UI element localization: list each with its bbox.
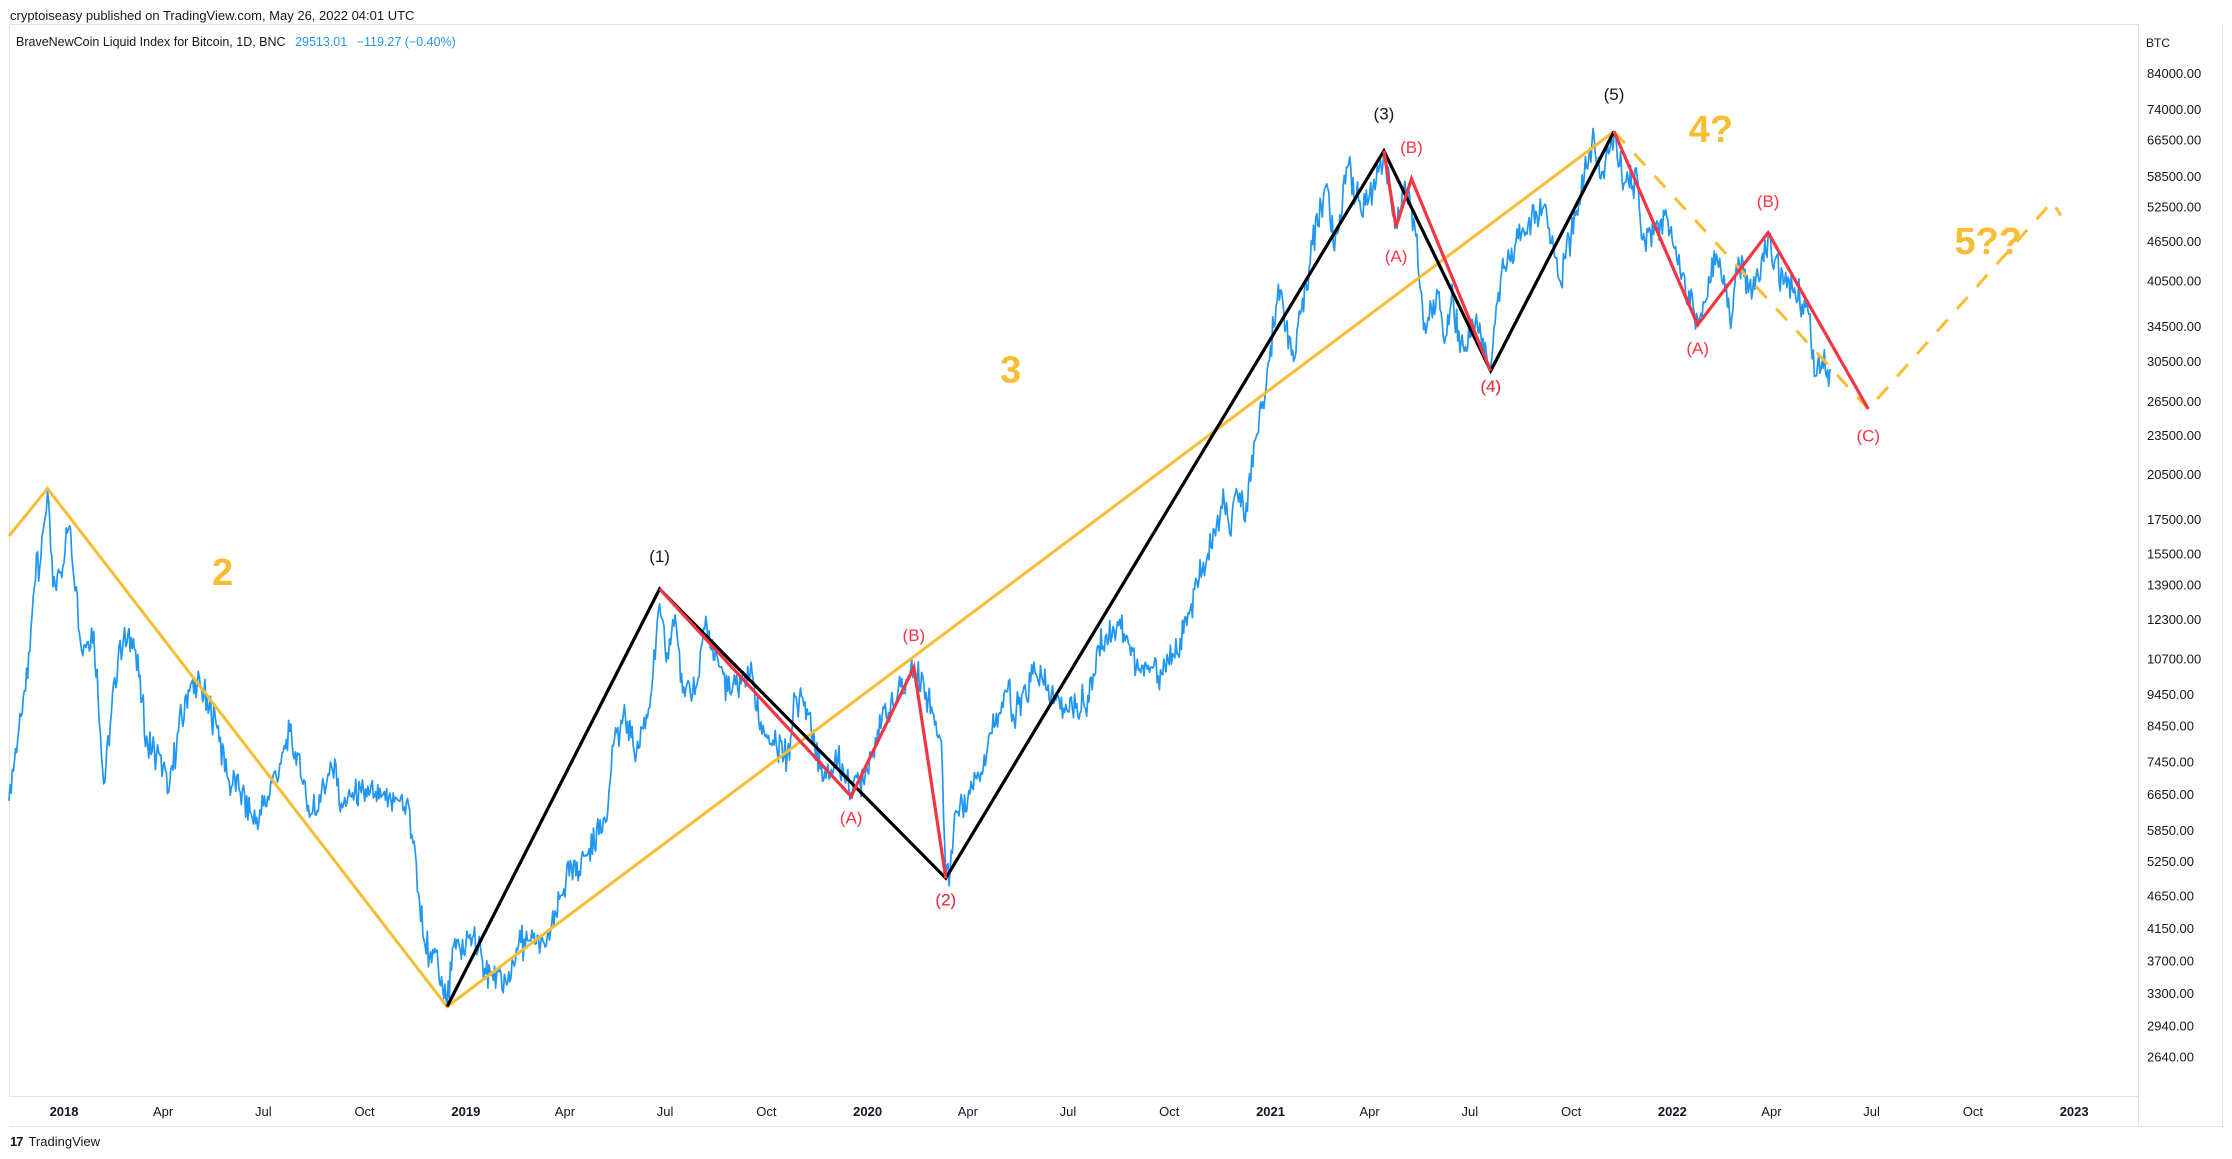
price-tick-label: 12300.00 (2147, 612, 2201, 627)
price-tick-label: 66500.00 (2147, 132, 2201, 147)
wave-label[interactable]: (A) (1385, 247, 1408, 266)
time-tick-label: Apr (555, 1104, 576, 1119)
time-tick-label: Oct (1159, 1104, 1180, 1119)
time-tick-label: Apr (153, 1104, 174, 1119)
price-tick-label: 2640.00 (2147, 1049, 2194, 1064)
price-tick-label: 2940.00 (2147, 1019, 2194, 1034)
time-scale[interactable]: 2018 Apr Jul Oct 2019 Apr Jul Oct 2020 Apr Jul Oct 2… (50, 1104, 2089, 1119)
time-tick-label: Oct (1963, 1104, 1984, 1119)
time-tick-label: Oct (1561, 1104, 1582, 1119)
price-tick-label: 8450.00 (2147, 719, 2194, 734)
price-tick-label: 30500.00 (2147, 354, 2201, 369)
published-info: cryptoiseasy published on TradingView.co… (10, 8, 415, 23)
wave-label[interactable]: (B) (1757, 192, 1780, 211)
red-correction-line[interactable] (1382, 150, 1493, 372)
price-tick-label: 20500.00 (2147, 467, 2201, 482)
time-tick-label: 2020 (853, 1104, 882, 1119)
time-tick-label: Jul (657, 1104, 674, 1119)
wave-label[interactable]: (5) (1604, 85, 1625, 104)
time-tick-label: Jul (1863, 1104, 1880, 1119)
price-tick-label: 52500.00 (2147, 200, 2201, 215)
tradingview-brand[interactable]: 17 TradingView (10, 1134, 100, 1149)
price-tick-label: 13900.00 (2147, 577, 2201, 592)
price-tick-label: 40500.00 (2147, 273, 2201, 288)
wave-label[interactable]: (A) (840, 809, 863, 828)
time-tick-label: 2021 (1256, 1104, 1285, 1119)
legend-price: 29513.01 (295, 35, 348, 49)
wave-label[interactable]: (2) (935, 890, 956, 909)
drawings-layer[interactable] (7, 130, 2063, 1009)
price-tick-label: 17500.00 (2147, 512, 2201, 527)
wave-label[interactable]: (2) (935, 890, 956, 909)
time-tick-label: Jul (1461, 1104, 1478, 1119)
price-scale[interactable]: 2640.00 2940.00 3300.00 3700.00 4150.00 4650.… (2147, 66, 2201, 1064)
price-tick-label: 3700.00 (2147, 953, 2194, 968)
yellow-projection-line[interactable] (1612, 130, 2063, 412)
wave-label[interactable]: 4? (1689, 109, 1733, 151)
brand-name: TradingView (28, 1134, 101, 1149)
black-impulse-wave-line[interactable] (445, 130, 1616, 1008)
wave-label[interactable]: 2 (212, 552, 233, 594)
wave-label[interactable]: (C) (1856, 427, 1880, 446)
price-scale-currency[interactable]: BTC (2146, 36, 2170, 50)
time-tick-label: Apr (958, 1104, 979, 1119)
time-axis-divider (9, 1096, 2138, 1097)
wave-label[interactable]: (4) (1480, 377, 1501, 396)
time-tick-label: Oct (756, 1104, 777, 1119)
time-tick-label: 2022 (1658, 1104, 1687, 1119)
plot-area[interactable] (9, 24, 2139, 1097)
price-tick-label: 23500.00 (2147, 428, 2201, 443)
price-tick-label: 84000.00 (2147, 66, 2201, 81)
time-tick-label: 2019 (451, 1104, 480, 1119)
price-tick-label: 9450.00 (2147, 687, 2194, 702)
right-edge-divider (2222, 24, 2223, 1126)
time-tick-label: 2023 (2060, 1104, 2089, 1119)
red-correction-line[interactable] (1612, 130, 1870, 410)
red-correction-line[interactable] (658, 587, 948, 879)
price-tick-label: 7450.00 (2147, 755, 2194, 770)
price-tick-label: 5850.00 (2147, 823, 2194, 838)
bottom-divider (9, 1126, 2223, 1127)
price-tick-label: 4650.00 (2147, 888, 2194, 903)
price-tick-label: 74000.00 (2147, 102, 2201, 117)
tradingview-logo-icon: 17 (10, 1134, 24, 1149)
wave-label[interactable]: (1) (649, 547, 670, 566)
price-scale-divider (2138, 24, 2139, 1126)
legend-change: −119.27 (−0.40%) (356, 35, 456, 49)
price-tick-label: 26500.00 (2147, 394, 2201, 409)
wave-label[interactable]: (4) (1480, 377, 1501, 396)
wave-label[interactable]: (B) (903, 626, 926, 645)
series-layer (8, 127, 1832, 1004)
series-legend[interactable]: BraveNewCoin Liquid Index for Bitcoin, 1… (16, 35, 456, 49)
price-tick-label: 5250.00 (2147, 854, 2194, 869)
price-tick-label: 58500.00 (2147, 169, 2201, 184)
time-tick-label: Apr (1360, 1104, 1381, 1119)
wave-label[interactable]: (3) (1374, 104, 1395, 123)
time-tick-label: Apr (1761, 1104, 1782, 1119)
wave-label[interactable]: 5?? (1955, 221, 2023, 263)
wave-label[interactable]: 3 (1000, 350, 1021, 392)
wave-label[interactable]: (B) (1400, 138, 1423, 157)
wave-label[interactable]: (A) (1686, 339, 1709, 358)
btc-price-line (8, 127, 1832, 1004)
time-tick-label: Jul (255, 1104, 272, 1119)
price-tick-label: 34500.00 (2147, 319, 2201, 334)
time-tick-label: 2018 (50, 1104, 79, 1119)
legend-symbol: BraveNewCoin Liquid Index for Bitcoin, 1… (16, 35, 286, 49)
price-tick-label: 6650.00 (2147, 787, 2194, 802)
price-tick-label: 3300.00 (2147, 986, 2194, 1001)
price-tick-label: 46500.00 (2147, 234, 2201, 249)
price-tick-label: 4150.00 (2147, 921, 2194, 936)
price-tick-label: 10700.00 (2147, 652, 2201, 667)
time-tick-label: Oct (354, 1104, 375, 1119)
time-tick-label: Jul (1060, 1104, 1077, 1119)
yellow-wave-line[interactable] (7, 130, 1615, 1009)
annotation-layer: (1)(2)(3)(4)(5)(A)(B)(2)(A)(B)(4)(A)(B)(… (212, 85, 2022, 909)
price-tick-label: 15500.00 (2147, 546, 2201, 561)
